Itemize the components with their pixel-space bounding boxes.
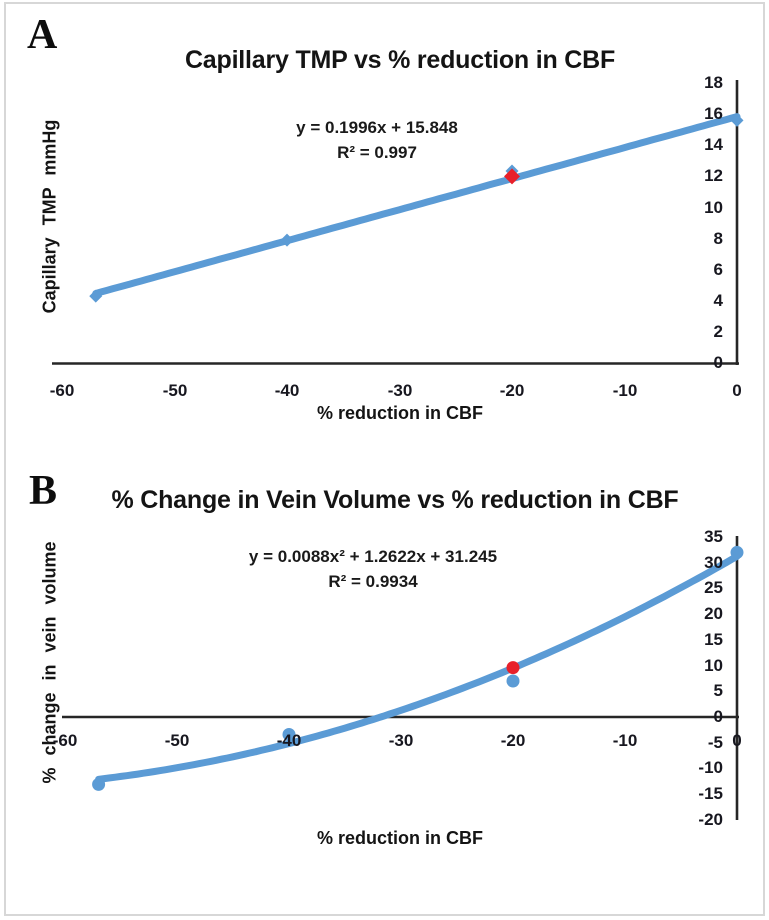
data-point-a — [280, 233, 294, 247]
data-point-a — [89, 289, 103, 303]
highlight-point-a — [504, 168, 520, 185]
data-point-b — [730, 545, 744, 559]
data-point-b — [92, 777, 106, 791]
trend-line-b — [95, 552, 741, 783]
highlight-point-b — [506, 661, 520, 675]
trend-line-a — [92, 113, 741, 297]
data-point-a — [730, 113, 744, 127]
data-point-b — [282, 727, 296, 741]
data-point-b — [506, 674, 520, 688]
